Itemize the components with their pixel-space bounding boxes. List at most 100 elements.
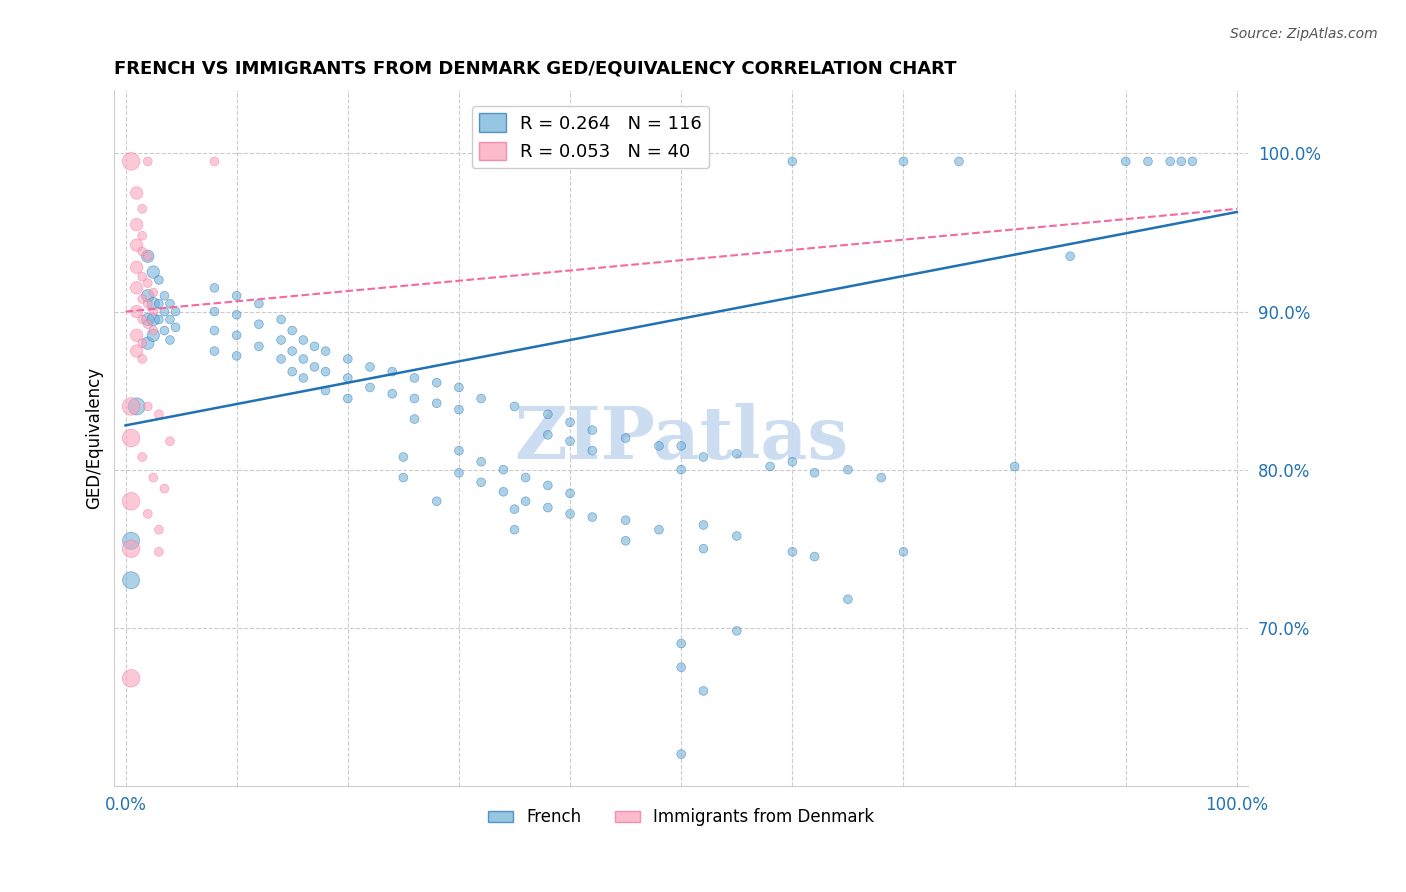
French [782,545,804,559]
French [492,484,515,499]
French [247,296,270,310]
French [581,510,603,524]
French [837,463,859,477]
Immigrants from Denmark [136,249,159,263]
Immigrants from Denmark [142,324,165,338]
French [204,324,226,338]
Text: Source: ZipAtlas.com: Source: ZipAtlas.com [1230,27,1378,41]
French [669,463,692,477]
French [948,154,970,169]
Immigrants from Denmark [125,281,148,295]
French [204,344,226,359]
French [426,396,449,410]
French [292,351,315,366]
French [336,371,359,385]
French [142,265,165,279]
Y-axis label: GED/Equivalency: GED/Equivalency [86,367,103,509]
Immigrants from Denmark [131,312,153,326]
Immigrants from Denmark [148,523,170,537]
French [581,154,603,169]
Immigrants from Denmark [131,244,153,259]
French [204,304,226,318]
French [136,289,159,303]
French [725,447,748,461]
Immigrants from Denmark [142,304,165,318]
Immigrants from Denmark [131,336,153,351]
French [392,450,415,464]
French [558,507,581,521]
French [125,400,148,414]
French [447,402,470,417]
Immigrants from Denmark [131,292,153,306]
French [225,308,247,322]
French [304,339,326,353]
French [447,443,470,458]
French [159,296,181,310]
Immigrants from Denmark [125,328,148,343]
French [148,273,170,287]
French [782,154,804,169]
French [692,684,714,698]
French [1159,154,1181,169]
French [537,478,560,492]
French [870,470,893,484]
French [893,545,915,559]
French [426,494,449,508]
French [225,289,247,303]
French [1059,249,1081,263]
French [1170,154,1192,169]
French [281,344,304,359]
French [837,592,859,607]
French [470,475,492,490]
Immigrants from Denmark [125,238,148,252]
French [153,324,176,338]
French [247,339,270,353]
Immigrants from Denmark [125,218,148,232]
French [503,502,526,516]
French [1004,459,1026,474]
French [447,380,470,394]
French [470,392,492,406]
French [893,154,915,169]
Immigrants from Denmark [136,317,159,331]
Immigrants from Denmark [120,541,142,556]
Immigrants from Denmark [120,400,142,414]
French [404,392,426,406]
French [581,443,603,458]
French [392,470,415,484]
French [165,320,187,334]
French [614,513,637,527]
French [492,463,515,477]
Immigrants from Denmark [131,351,153,366]
French [281,365,304,379]
French [725,624,748,638]
French [1115,154,1137,169]
Immigrants from Denmark [125,186,148,200]
French [470,455,492,469]
French [359,380,381,394]
French [669,636,692,650]
French [315,344,337,359]
French [292,371,315,385]
French [725,529,748,543]
French [336,351,359,366]
French [159,312,181,326]
Immigrants from Denmark [125,304,148,318]
French [558,434,581,449]
Immigrants from Denmark [125,260,148,275]
French [165,304,187,318]
Text: FRENCH VS IMMIGRANTS FROM DENMARK GED/EQUIVALENCY CORRELATION CHART: FRENCH VS IMMIGRANTS FROM DENMARK GED/EQ… [114,60,957,78]
Immigrants from Denmark [136,276,159,290]
French [247,317,270,331]
Immigrants from Denmark [131,450,153,464]
Immigrants from Denmark [136,296,159,310]
French [315,384,337,398]
Immigrants from Denmark [136,154,159,169]
French [759,459,782,474]
French [1181,154,1204,169]
French [614,431,637,445]
French [426,376,449,390]
French [648,523,671,537]
French [803,466,825,480]
French [782,455,804,469]
